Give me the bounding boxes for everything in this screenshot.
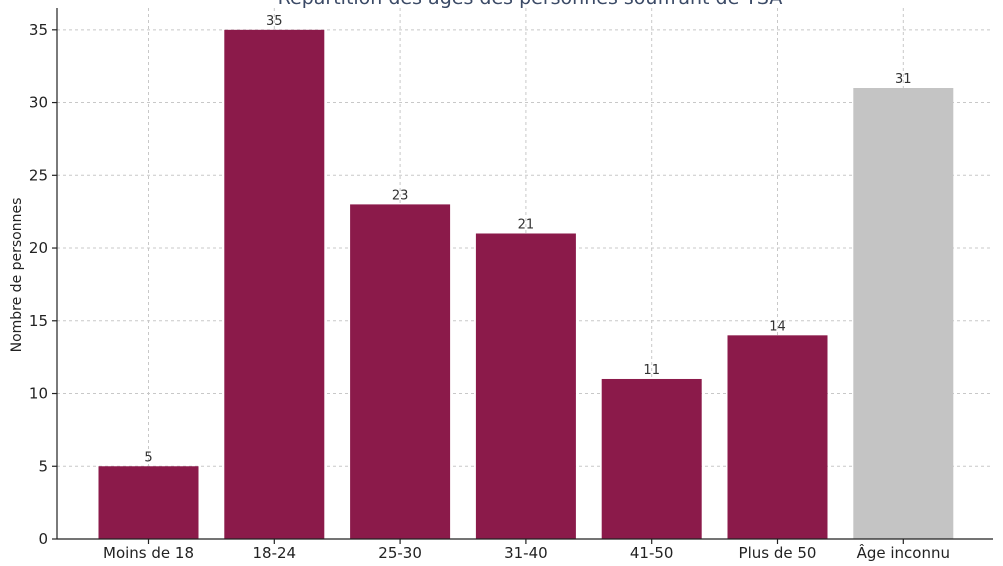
y-tick-label: 20 [29,239,48,257]
bar [853,88,954,539]
bars [98,29,954,539]
data-labels: 5 35 23 21 11 14 31 [144,14,911,465]
x-tick-label: Moins de 18 [103,544,194,562]
y-tick-label: 5 [38,457,48,475]
x-tick-label: Plus de 50 [739,544,817,562]
y-tick-label: 35 [29,21,48,39]
y-tick-label: 15 [29,312,48,330]
x-tick-label: 18-24 [253,544,297,562]
x-tick-label: 41-50 [630,544,674,562]
chart-title: Répartition des âges des personnes souff… [278,0,783,9]
data-label: 11 [643,363,660,378]
axes: 0 5 10 15 20 25 30 35 Moins de 18 18-24 25-30 31-40… [29,8,993,562]
bar [350,204,451,539]
bar [475,233,576,539]
bar [224,29,325,539]
y-tick-label: 25 [29,166,48,184]
data-label: 35 [266,14,283,29]
x-tick-label: Âge inconnu [857,543,950,562]
data-label: 14 [769,319,786,334]
y-tick-label: 0 [38,530,48,548]
bar [601,378,702,539]
y-axis-label: Nombre de personnes [9,198,25,353]
bar [727,335,828,539]
bar [98,466,199,539]
x-tick-label: 25-30 [378,544,422,562]
data-label: 5 [144,450,152,465]
data-label: 31 [895,72,912,87]
data-label: 21 [518,217,535,232]
x-tick-label: 31-40 [504,544,548,562]
data-label: 23 [392,188,409,203]
y-tick-label: 10 [29,385,48,403]
y-tick-label: 30 [29,94,48,112]
